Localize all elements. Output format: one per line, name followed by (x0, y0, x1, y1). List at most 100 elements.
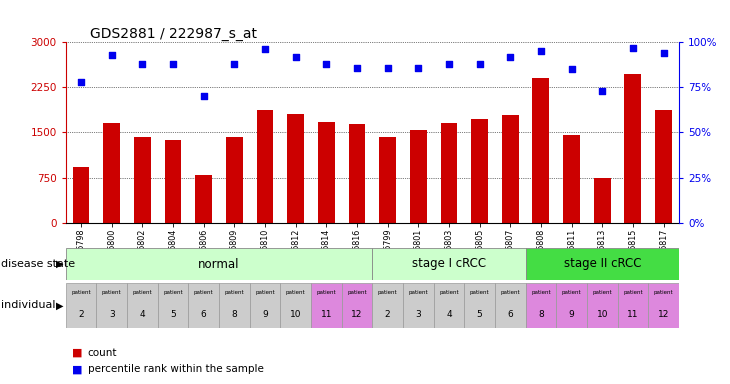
Bar (250, 283, 280, 328)
Bar (587, 283, 618, 328)
Bar (318, 122, 335, 223)
Bar (158, 283, 188, 328)
Text: patient: patient (194, 290, 213, 295)
Bar (410, 130, 427, 223)
Text: ■: ■ (72, 364, 82, 374)
Point (320, 61, 332, 67)
Bar (280, 283, 311, 328)
Point (351, 65, 363, 71)
Text: stage II cRCC: stage II cRCC (564, 258, 641, 270)
Bar (495, 283, 526, 328)
Text: 2: 2 (78, 310, 84, 319)
Text: patient: patient (470, 290, 489, 295)
Point (106, 52, 118, 58)
Text: 4: 4 (446, 310, 452, 319)
Text: patient: patient (72, 290, 91, 295)
Point (382, 65, 393, 71)
Text: patient: patient (286, 290, 305, 295)
Bar (526, 283, 556, 328)
Text: patient: patient (562, 290, 581, 295)
Bar (195, 175, 212, 223)
Text: 2: 2 (385, 310, 391, 319)
Bar (103, 124, 120, 223)
Text: 9: 9 (262, 310, 268, 319)
Bar (655, 110, 672, 223)
Point (137, 61, 148, 67)
Text: ■: ■ (72, 348, 82, 358)
Bar (372, 248, 526, 280)
Bar (219, 283, 250, 328)
Text: patient: patient (225, 290, 244, 295)
Bar (563, 135, 580, 223)
Text: stage I cRCC: stage I cRCC (412, 258, 486, 270)
Bar (134, 137, 151, 223)
Bar (72, 167, 90, 223)
Text: patient: patient (654, 290, 673, 295)
Bar (188, 283, 219, 328)
Text: normal: normal (199, 258, 239, 270)
Text: 6: 6 (201, 310, 207, 319)
Bar (96, 283, 127, 328)
Text: 3: 3 (415, 310, 421, 319)
Bar (342, 283, 372, 328)
Text: patient: patient (593, 290, 612, 295)
Point (228, 61, 240, 67)
Point (627, 45, 639, 51)
Text: count: count (88, 348, 117, 358)
Text: 12: 12 (658, 310, 669, 319)
Text: 11: 11 (627, 310, 639, 319)
Text: 5: 5 (477, 310, 483, 319)
Point (75, 79, 87, 85)
Text: 8: 8 (231, 310, 237, 319)
Bar (287, 114, 304, 223)
Text: patient: patient (102, 290, 121, 295)
Text: 11: 11 (320, 310, 332, 319)
Text: individual: individual (1, 300, 56, 310)
Point (167, 61, 179, 67)
Text: 12: 12 (351, 310, 363, 319)
Bar (464, 283, 495, 328)
Bar (379, 137, 396, 223)
Bar (164, 140, 182, 223)
Bar (311, 283, 342, 328)
Point (198, 93, 210, 99)
Point (259, 46, 271, 53)
Bar (256, 110, 274, 223)
Point (443, 61, 455, 67)
Bar (593, 178, 611, 223)
Point (290, 54, 301, 60)
Text: 9: 9 (569, 310, 575, 319)
Bar (556, 283, 587, 328)
Bar (532, 78, 550, 223)
Text: GDS2881 / 222987_s_at: GDS2881 / 222987_s_at (91, 27, 257, 41)
Bar (226, 137, 243, 223)
Text: 3: 3 (109, 310, 115, 319)
Bar (127, 283, 158, 328)
Bar (618, 283, 648, 328)
Text: 8: 8 (538, 310, 544, 319)
Text: patient: patient (317, 290, 336, 295)
Point (566, 66, 577, 73)
Point (535, 48, 547, 55)
Text: patient: patient (409, 290, 428, 295)
Bar (66, 248, 372, 280)
Bar (502, 115, 519, 223)
Bar (648, 283, 679, 328)
Text: 6: 6 (507, 310, 513, 319)
Text: 5: 5 (170, 310, 176, 319)
Text: patient: patient (133, 290, 152, 295)
Point (474, 61, 485, 67)
Text: ▶: ▶ (56, 259, 64, 269)
Bar (348, 124, 366, 223)
Text: patient: patient (623, 290, 642, 295)
Bar (403, 283, 434, 328)
Point (658, 50, 669, 56)
Bar (372, 283, 403, 328)
Bar (440, 124, 458, 223)
Point (504, 54, 516, 60)
Text: patient: patient (378, 290, 397, 295)
Text: patient: patient (531, 290, 550, 295)
Text: patient: patient (439, 290, 458, 295)
Text: percentile rank within the sample: percentile rank within the sample (88, 364, 264, 374)
Text: 10: 10 (596, 310, 608, 319)
